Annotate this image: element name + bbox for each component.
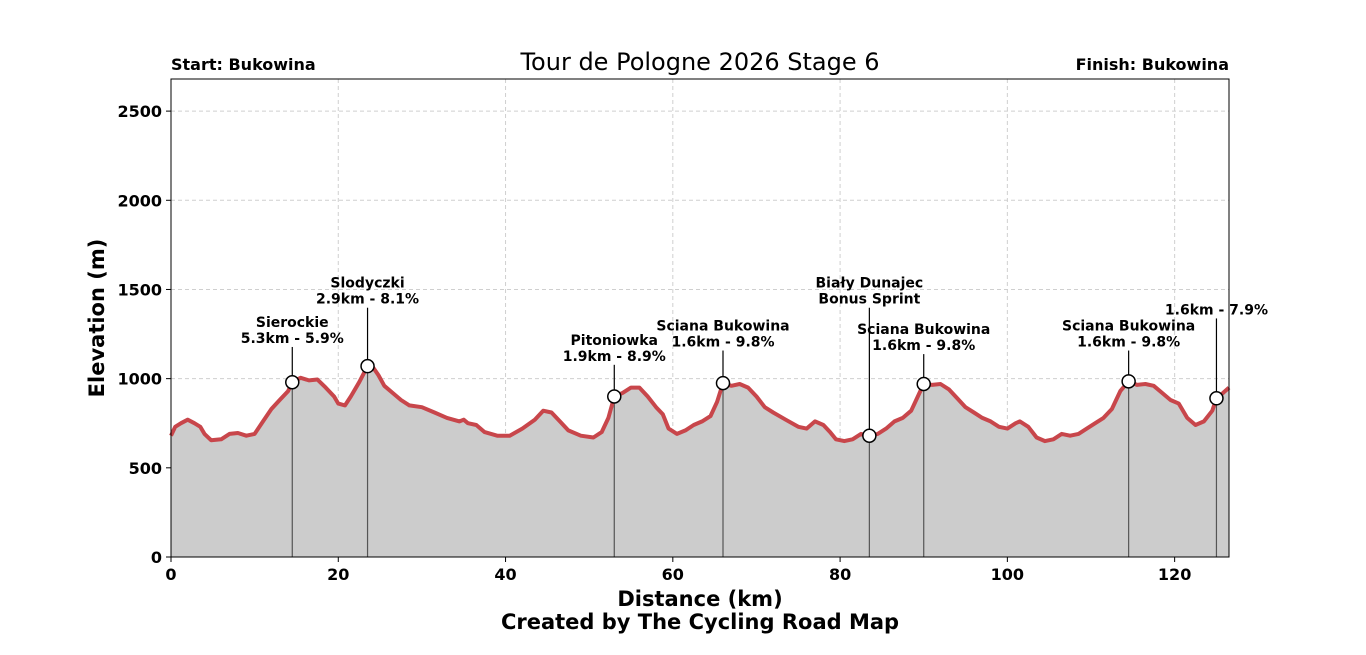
climb-label-detail: 1.6km - 9.8%: [872, 338, 975, 354]
climb-label-name: Sciana Bukowina: [1062, 319, 1195, 335]
plot-frame: [170, 78, 1230, 558]
elevation-area-fill: [171, 366, 1229, 557]
y-axis-label: Elevation (m): [85, 239, 109, 398]
climb-label-detail: 1.6km - 9.8%: [1077, 335, 1180, 351]
x-tick-label: 20: [327, 565, 349, 584]
climb-label-detail: 1.9km - 8.9%: [563, 349, 666, 365]
climb-point: [862, 428, 877, 443]
climb-point: [1209, 391, 1224, 406]
y-tick-label: 500: [129, 459, 162, 478]
climb-label-name: Sierockie: [256, 315, 329, 331]
x-tick-label: 80: [829, 565, 851, 584]
climb-label-detail: 1.6km - 9.8%: [671, 335, 774, 351]
x-axis-label: Distance (km): [617, 587, 782, 611]
climb-label-detail: Bonus Sprint: [818, 292, 920, 308]
climb-label-detail: 1.6km - 7.9%: [1165, 302, 1268, 318]
climb-point: [1121, 374, 1136, 389]
y-tick-label: 2500: [117, 102, 162, 121]
x-tick-label: 40: [494, 565, 516, 584]
chart-title: Tour de Pologne 2026 Stage 6: [519, 48, 879, 76]
finish-label: Finish: Bukowina: [1076, 55, 1229, 74]
y-axis-ticks: 0 500 1000 1500 2000 2500: [117, 102, 171, 567]
climb-label-name: Sciana Bukowina: [857, 322, 990, 338]
climb-label-detail: 5.3km - 5.9%: [241, 331, 344, 347]
x-axis-ticks: 0 20 40 60 80 100 120: [165, 557, 1191, 584]
climb-point: [360, 358, 375, 374]
climb-points: [285, 358, 1224, 443]
climb-label-name: Slodyczki: [330, 276, 404, 292]
y-tick-label: 1000: [117, 370, 162, 389]
climb-point: [285, 374, 300, 390]
x-tick-label: 0: [165, 565, 176, 584]
y-tick-label: 1500: [117, 280, 162, 299]
x-tick-label: 60: [662, 565, 684, 584]
elevation-profile-line: [169, 364, 1231, 444]
climb-label-name: Biały Dunajec: [816, 276, 924, 292]
climb-point: [916, 376, 931, 392]
x-tick-label: 120: [1158, 565, 1191, 584]
climb-labels: 5.3km - 5.9%Sierockie 2.9km - 8.1%Slodycz…: [241, 276, 1268, 365]
start-label: Start: Bukowina: [171, 55, 316, 74]
climb-point: [715, 375, 731, 391]
climb-label-detail: 2.9km - 8.1%: [316, 292, 419, 308]
credit-text: Created by The Cycling Road Map: [501, 610, 899, 634]
y-tick-label: 0: [151, 548, 162, 567]
climb-label-name: Sciana Bukowina: [656, 319, 789, 335]
climb-label-name: Pitoniowka: [571, 333, 658, 349]
y-tick-label: 2000: [117, 191, 162, 210]
x-tick-label: 100: [991, 565, 1024, 584]
climb-point: [607, 389, 622, 404]
